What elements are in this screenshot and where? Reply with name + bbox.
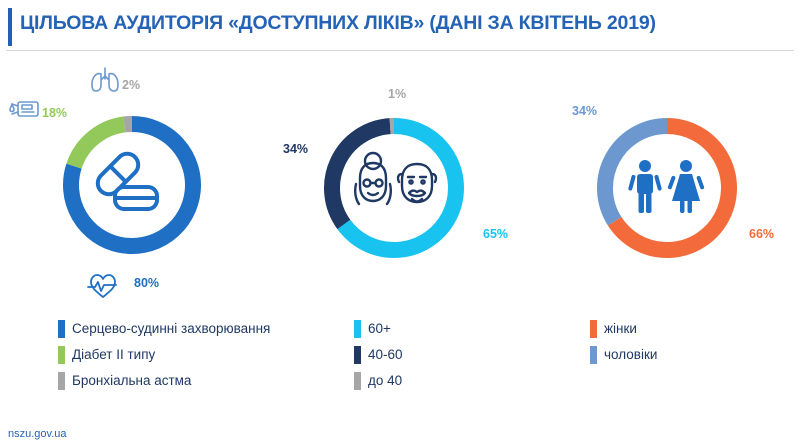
girl-icon	[667, 160, 705, 213]
slice-cardio-value-label: 80%	[134, 276, 159, 290]
slice-40-60-value-label: 34%	[283, 142, 308, 156]
legend-label: до 40	[368, 373, 403, 388]
title-accent-bar	[8, 8, 12, 46]
slice-40-60	[324, 118, 391, 230]
slice-women	[607, 118, 737, 258]
source-link[interactable]: nszu.gov.ua	[8, 428, 67, 440]
grandma-icon	[354, 151, 392, 206]
slice-60-plus	[337, 118, 464, 258]
pills-icon	[95, 151, 159, 211]
slice-60-plus-value-label: 65%	[483, 227, 508, 241]
slice-cardio	[63, 116, 201, 254]
donut-chart-diseases	[9, 67, 201, 298]
legend-label: 60+	[368, 321, 391, 336]
donut-chart-gender	[597, 118, 737, 258]
legend-label: Діабет ІІ типу	[72, 347, 156, 362]
legend-swatch	[354, 320, 361, 338]
boy-icon	[628, 160, 662, 213]
legend-label: жінки	[604, 321, 637, 336]
legend-swatch	[58, 320, 65, 338]
slice-men-value-label: 34%	[572, 104, 597, 118]
legend-swatch	[590, 320, 597, 338]
slice-diabetes	[66, 116, 126, 169]
legend-swatch	[58, 346, 65, 364]
title-divider	[6, 50, 794, 51]
page-title: ЦІЛЬОВА АУДИТОРІЯ «ДОСТУПНИХ ЛІКІВ» (ДАН…	[20, 12, 656, 34]
slice-under-40-value-label: 1%	[388, 87, 406, 101]
lungs-icon	[91, 67, 119, 92]
legend-label: Серцево-судинні захворювання	[72, 321, 271, 336]
donut-chart-age	[324, 117, 464, 258]
legend-swatch	[590, 346, 597, 364]
legend-age: 60+ 40-60 до 40	[354, 320, 474, 400]
legend-swatch	[354, 346, 361, 364]
grandpa-icon	[396, 162, 438, 204]
heart-pulse-icon	[87, 274, 117, 298]
slice-women-value-label: 66%	[749, 227, 774, 241]
legend-gender: жінки чоловіки	[590, 320, 710, 380]
slice-asthma-value-label: 2%	[122, 78, 140, 92]
glucose-meter-icon	[9, 101, 39, 117]
slice-diabetes-value-label: 18%	[42, 106, 67, 120]
legend-diseases: Серцево-судинні захворювання Діабет ІІ т…	[58, 320, 318, 400]
legend-label: 40-60	[368, 347, 403, 362]
legend-label: Бронхіальна астма	[72, 373, 192, 388]
legend-swatch	[354, 372, 361, 390]
slice-men	[597, 118, 668, 226]
legend-swatch	[58, 372, 65, 390]
legend-label: чоловіки	[604, 347, 658, 362]
